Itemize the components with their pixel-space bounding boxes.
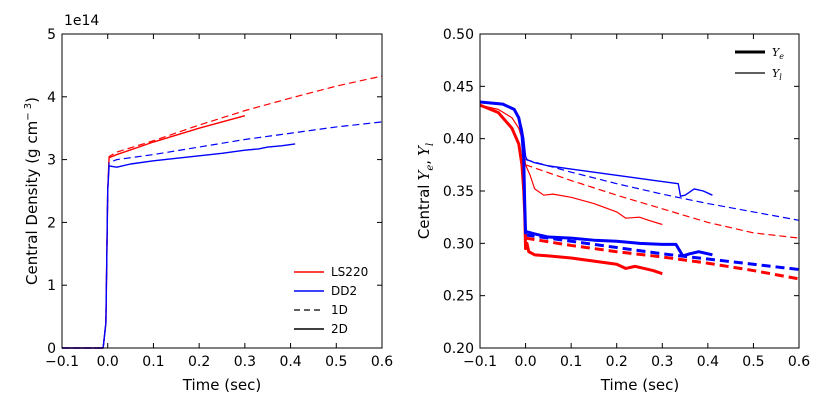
series-line-dd2-ye-2d: [479, 100, 713, 258]
right-ylabel-text: Central: [415, 185, 433, 240]
series-line-ls220-1d: [62, 75, 383, 349]
legend-label-ye: Ye: [772, 46, 784, 61]
left-y-tick-labels: 0 1 2 3 4 5: [47, 27, 56, 357]
right-ylabel-sub1: e: [425, 165, 436, 171]
legend-label-yl: Yl: [772, 67, 782, 82]
x-tick-label: 0.6: [788, 354, 810, 370]
legend-label-1d: 1D: [331, 303, 348, 317]
y-tick-label: 0.35: [443, 184, 474, 200]
x-tick-label: 0.0: [97, 354, 119, 370]
right-ylabel-var2: Y: [415, 144, 433, 156]
right-x-tick-labels: −0.1 0.0 0.1 0.2 0.3 0.4 0.5 0.6: [463, 354, 810, 370]
right-chart: −0.1 0.0 0.1 0.2 0.3 0.4 0.5 0.6 0.200.250.300.…: [415, 27, 810, 394]
y-tick-label: 0.25: [443, 289, 474, 305]
series-line-dd2-ye-1d: [525, 233, 800, 271]
legend-yl-var: Y: [772, 67, 781, 80]
x-tick-label: 0.2: [188, 354, 210, 370]
right-ylabel-sep: ,: [415, 160, 433, 165]
x-tick-label: 0.4: [279, 354, 301, 370]
y-tick-label: 0: [47, 341, 56, 357]
y-tick-label: 4: [47, 90, 56, 106]
left-plot-frame: [61, 33, 383, 349]
right-y-tick-labels: 0.20 0.25 0.30 0.35 0.40 0.45 0.50: [443, 27, 474, 357]
left-x-tick-labels: −0.1 0.0 0.1 0.2 0.3 0.4 0.5 0.6: [45, 354, 393, 370]
left-legend: LS220 DD2 1D 2D: [294, 265, 368, 336]
series-line-dd2-2d: [62, 143, 296, 349]
x-tick-label: 0.2: [606, 354, 628, 370]
x-tick-label: −0.1: [463, 354, 497, 370]
series-line-dd2-yl-1d: [525, 159, 800, 221]
x-tick-label: 0.4: [697, 354, 719, 370]
y-tick-label: 0.40: [443, 132, 474, 148]
y-tick-label: 0.20: [443, 341, 474, 357]
left-series-lines: [62, 75, 383, 349]
x-tick-label: 0.6: [371, 354, 393, 370]
right-series-lines: [479, 100, 800, 281]
left-offset-text: 1e14: [64, 13, 99, 29]
series-line-ls220-ye-1d: [525, 236, 800, 281]
right-ylabel-var1: Y: [415, 169, 433, 181]
y-tick-label: 0.30: [443, 236, 474, 252]
legend-label-dd2: DD2: [331, 284, 357, 298]
left-y-axis-label: Central Density (g cm− 3): [23, 97, 41, 285]
x-tick-label: 0.1: [560, 354, 582, 370]
left-x-axis-label: Time (sec): [182, 376, 261, 394]
legend-label-2d: 2D: [331, 322, 348, 336]
right-x-axis-label: Time (sec): [600, 376, 679, 394]
y-tick-label: 5: [47, 27, 56, 43]
y-tick-label: 2: [47, 215, 56, 231]
legend-label-ls220: LS220: [331, 265, 368, 279]
series-line-ls220-yl-2d: [479, 104, 663, 226]
x-tick-label: 0.3: [651, 354, 673, 370]
left-tick-marks: [61, 33, 383, 349]
series-line-ls220-2d: [62, 114, 246, 349]
left-ylabel-exponent: − 3: [23, 103, 34, 121]
left-ylabel-close: ): [23, 97, 41, 103]
right-plot-frame: [479, 33, 800, 349]
x-tick-label: 0.5: [742, 354, 764, 370]
x-tick-label: 0.1: [142, 354, 164, 370]
series-line-ls220-yl-1d: [525, 164, 800, 239]
x-tick-label: 0.0: [514, 354, 536, 370]
left-chart: −0.1 0.0 0.1 0.2 0.3 0.4 0.5 0.6 0 1 2 3 4 5 1e14 Ti…: [23, 13, 393, 394]
right-legend: Ye Yl: [735, 46, 784, 82]
y-tick-label: 0.45: [443, 79, 474, 95]
x-tick-label: −0.1: [45, 354, 79, 370]
legend-ye-var: Y: [772, 46, 781, 59]
x-tick-label: 0.3: [234, 354, 256, 370]
series-line-dd2-yl-2d: [479, 101, 713, 197]
y-tick-label: 0.50: [443, 27, 474, 43]
right-tick-marks: [479, 33, 800, 349]
right-ylabel-sub2: l: [425, 143, 436, 146]
x-tick-label: 0.5: [325, 354, 347, 370]
y-tick-label: 3: [47, 153, 56, 169]
series-line-ls220-ye-2d: [479, 103, 663, 276]
y-tick-label: 1: [47, 278, 56, 294]
right-y-axis-label: Central Ye, Yl: [415, 143, 436, 239]
left-ylabel-main: Central Density (g cm: [23, 121, 41, 285]
series-line-dd2-1d: [62, 121, 383, 349]
legend-ye-sub: e: [779, 52, 784, 61]
legend-yl-sub: l: [779, 73, 782, 82]
